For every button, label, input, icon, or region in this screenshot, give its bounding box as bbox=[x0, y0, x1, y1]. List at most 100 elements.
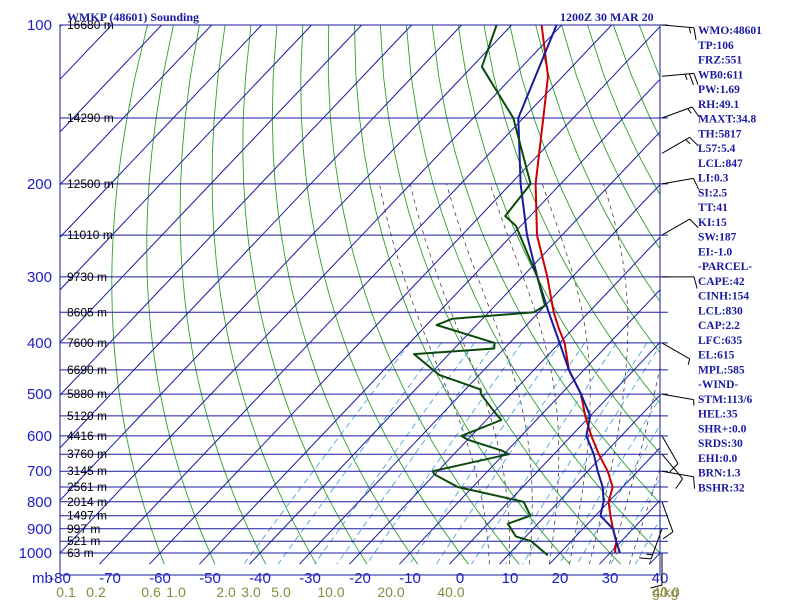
mixing-ratio-axis: 0.1 0.2 0.6 1.0 2.0 3.0 5.0 10.0 20.0 40.0 40.0g/k… bbox=[56, 584, 680, 600]
height-label: 6690 m bbox=[67, 363, 107, 377]
dewpoint-line bbox=[413, 25, 549, 557]
wind-barb-feather bbox=[688, 73, 694, 86]
isotherm bbox=[249, 131, 660, 565]
index-entry: MAXT:34.8 bbox=[698, 114, 756, 126]
isotherm bbox=[60, 25, 162, 133]
temperature-tick-label: -80 bbox=[49, 570, 71, 587]
mixing-ratio-label: 0.1 bbox=[56, 584, 76, 600]
wind-barb-staff bbox=[661, 342, 690, 360]
mixing-ratio-line bbox=[336, 342, 496, 565]
isotherm bbox=[99, 25, 612, 565]
wind-barb bbox=[639, 528, 663, 560]
height-label: 521 m bbox=[67, 534, 100, 548]
mixing-ratio-line bbox=[435, 342, 586, 565]
mixing-ratio-line bbox=[409, 342, 562, 565]
height-label: 63 m bbox=[67, 546, 94, 560]
moist-adiabat bbox=[489, 183, 560, 565]
pressure-axis: 100 200 300 400 500 600 700 800 900 1000 mb bbox=[19, 17, 53, 587]
temperature-tick-label: 0 bbox=[456, 570, 464, 587]
dry-adiabat bbox=[179, 25, 267, 565]
index-entry: BSHR:32 bbox=[698, 482, 745, 494]
index-entry: BRN:1.3 bbox=[698, 468, 741, 480]
index-entry: CINH:154 bbox=[698, 291, 749, 303]
dry-adiabat bbox=[483, 25, 660, 404]
mixing-ratio-line bbox=[314, 342, 475, 565]
mixing-ratio-label: 2.0 bbox=[216, 584, 236, 600]
mixing-ratio-label: 0.6 bbox=[141, 584, 161, 600]
wind-barb-feather bbox=[693, 399, 695, 406]
temperature-tick-label: 30 bbox=[602, 570, 619, 587]
height-label: 4416 m bbox=[67, 429, 107, 443]
wind-barb-feather bbox=[689, 136, 699, 147]
dry-adiabat bbox=[379, 25, 622, 565]
wind-barb-feather bbox=[646, 553, 653, 556]
dry-adiabat bbox=[354, 25, 571, 565]
wind-barb-staff bbox=[661, 218, 690, 236]
wind-barb-feather bbox=[687, 358, 691, 365]
dry-adiabat bbox=[327, 25, 520, 565]
isotherm bbox=[60, 25, 562, 554]
index-entry: SRDS:30 bbox=[698, 438, 743, 450]
height-label: 5880 m bbox=[67, 387, 107, 401]
dry-adiabat bbox=[431, 25, 660, 504]
pressure-tick-label: 400 bbox=[27, 335, 52, 352]
dry-adiabat bbox=[535, 25, 660, 303]
index-entry: EHI:0.0 bbox=[698, 453, 738, 465]
height-label: 9730 m bbox=[67, 270, 107, 284]
wind-barb-feather bbox=[675, 478, 684, 489]
wind-barb bbox=[661, 24, 697, 40]
index-entry: -WIND- bbox=[698, 379, 738, 391]
pressure-tick-label: 600 bbox=[27, 428, 52, 445]
wind-barb bbox=[661, 177, 700, 190]
temperature-tick-label: 20 bbox=[552, 570, 569, 587]
moist-adiabat bbox=[379, 183, 490, 565]
isotherm bbox=[149, 25, 660, 565]
index-entry: CAP:2.2 bbox=[698, 320, 740, 332]
mixing-ratio-label: 1.0 bbox=[166, 584, 186, 600]
temperature-tick-label: 10 bbox=[502, 570, 519, 587]
isobars bbox=[60, 24, 668, 554]
isotherm bbox=[60, 25, 462, 449]
isotherm bbox=[399, 289, 660, 565]
height-label: 14290 m bbox=[67, 111, 114, 125]
mixing-ratio-label: 3.0 bbox=[241, 584, 261, 600]
mixing-ratio-label: 40.0 bbox=[652, 584, 679, 600]
pressure-tick-label: 900 bbox=[27, 521, 52, 538]
height-label: 2014 m bbox=[67, 495, 107, 509]
wind-barb bbox=[650, 553, 663, 589]
temperature-tick-label: -50 bbox=[199, 570, 221, 587]
index-entry: PW:1.69 bbox=[698, 84, 740, 96]
moist-adiabat bbox=[541, 183, 591, 565]
wind-barb-staff bbox=[661, 470, 694, 478]
isotherm bbox=[449, 341, 660, 565]
moist-adiabat bbox=[589, 183, 629, 565]
wind-barb-staff bbox=[661, 106, 693, 119]
wind-barb-feather bbox=[687, 108, 692, 114]
wind-barb bbox=[661, 106, 700, 119]
wind-barb-staff bbox=[650, 528, 663, 560]
index-entry: WMO:48601 bbox=[698, 25, 762, 37]
mixing-ratio-line bbox=[522, 345, 660, 565]
dry-adiabat bbox=[561, 25, 660, 250]
wind-barb-feather bbox=[693, 276, 698, 289]
isotherms bbox=[60, 25, 660, 565]
mixing-ratio-label: 20.0 bbox=[377, 584, 404, 600]
pressure-tick-label: 500 bbox=[27, 386, 52, 403]
temperature-tick-label: -60 bbox=[149, 570, 171, 587]
mixing-ratio-line bbox=[471, 342, 617, 565]
isotherm bbox=[60, 25, 412, 396]
wind-barb-staff bbox=[661, 177, 694, 185]
wind-barb-feather bbox=[639, 557, 652, 560]
wind-barb-staff bbox=[661, 393, 694, 401]
wind-barb bbox=[661, 72, 699, 86]
wind-barb-staff bbox=[661, 24, 694, 29]
isotherm bbox=[60, 25, 312, 291]
index-entry: FRZ:551 bbox=[698, 55, 742, 67]
wind-barb-staff bbox=[661, 136, 690, 154]
mixing-ratio-line bbox=[243, 342, 411, 565]
height-labels: 16680 m 14290 m 12500 m 11010 m 9730 m 8605 m… bbox=[67, 18, 114, 560]
height-label: 997 m bbox=[67, 522, 100, 536]
index-entry: MPL:585 bbox=[698, 364, 745, 376]
mixing-ratio-unit-label: g/kg bbox=[652, 584, 678, 600]
